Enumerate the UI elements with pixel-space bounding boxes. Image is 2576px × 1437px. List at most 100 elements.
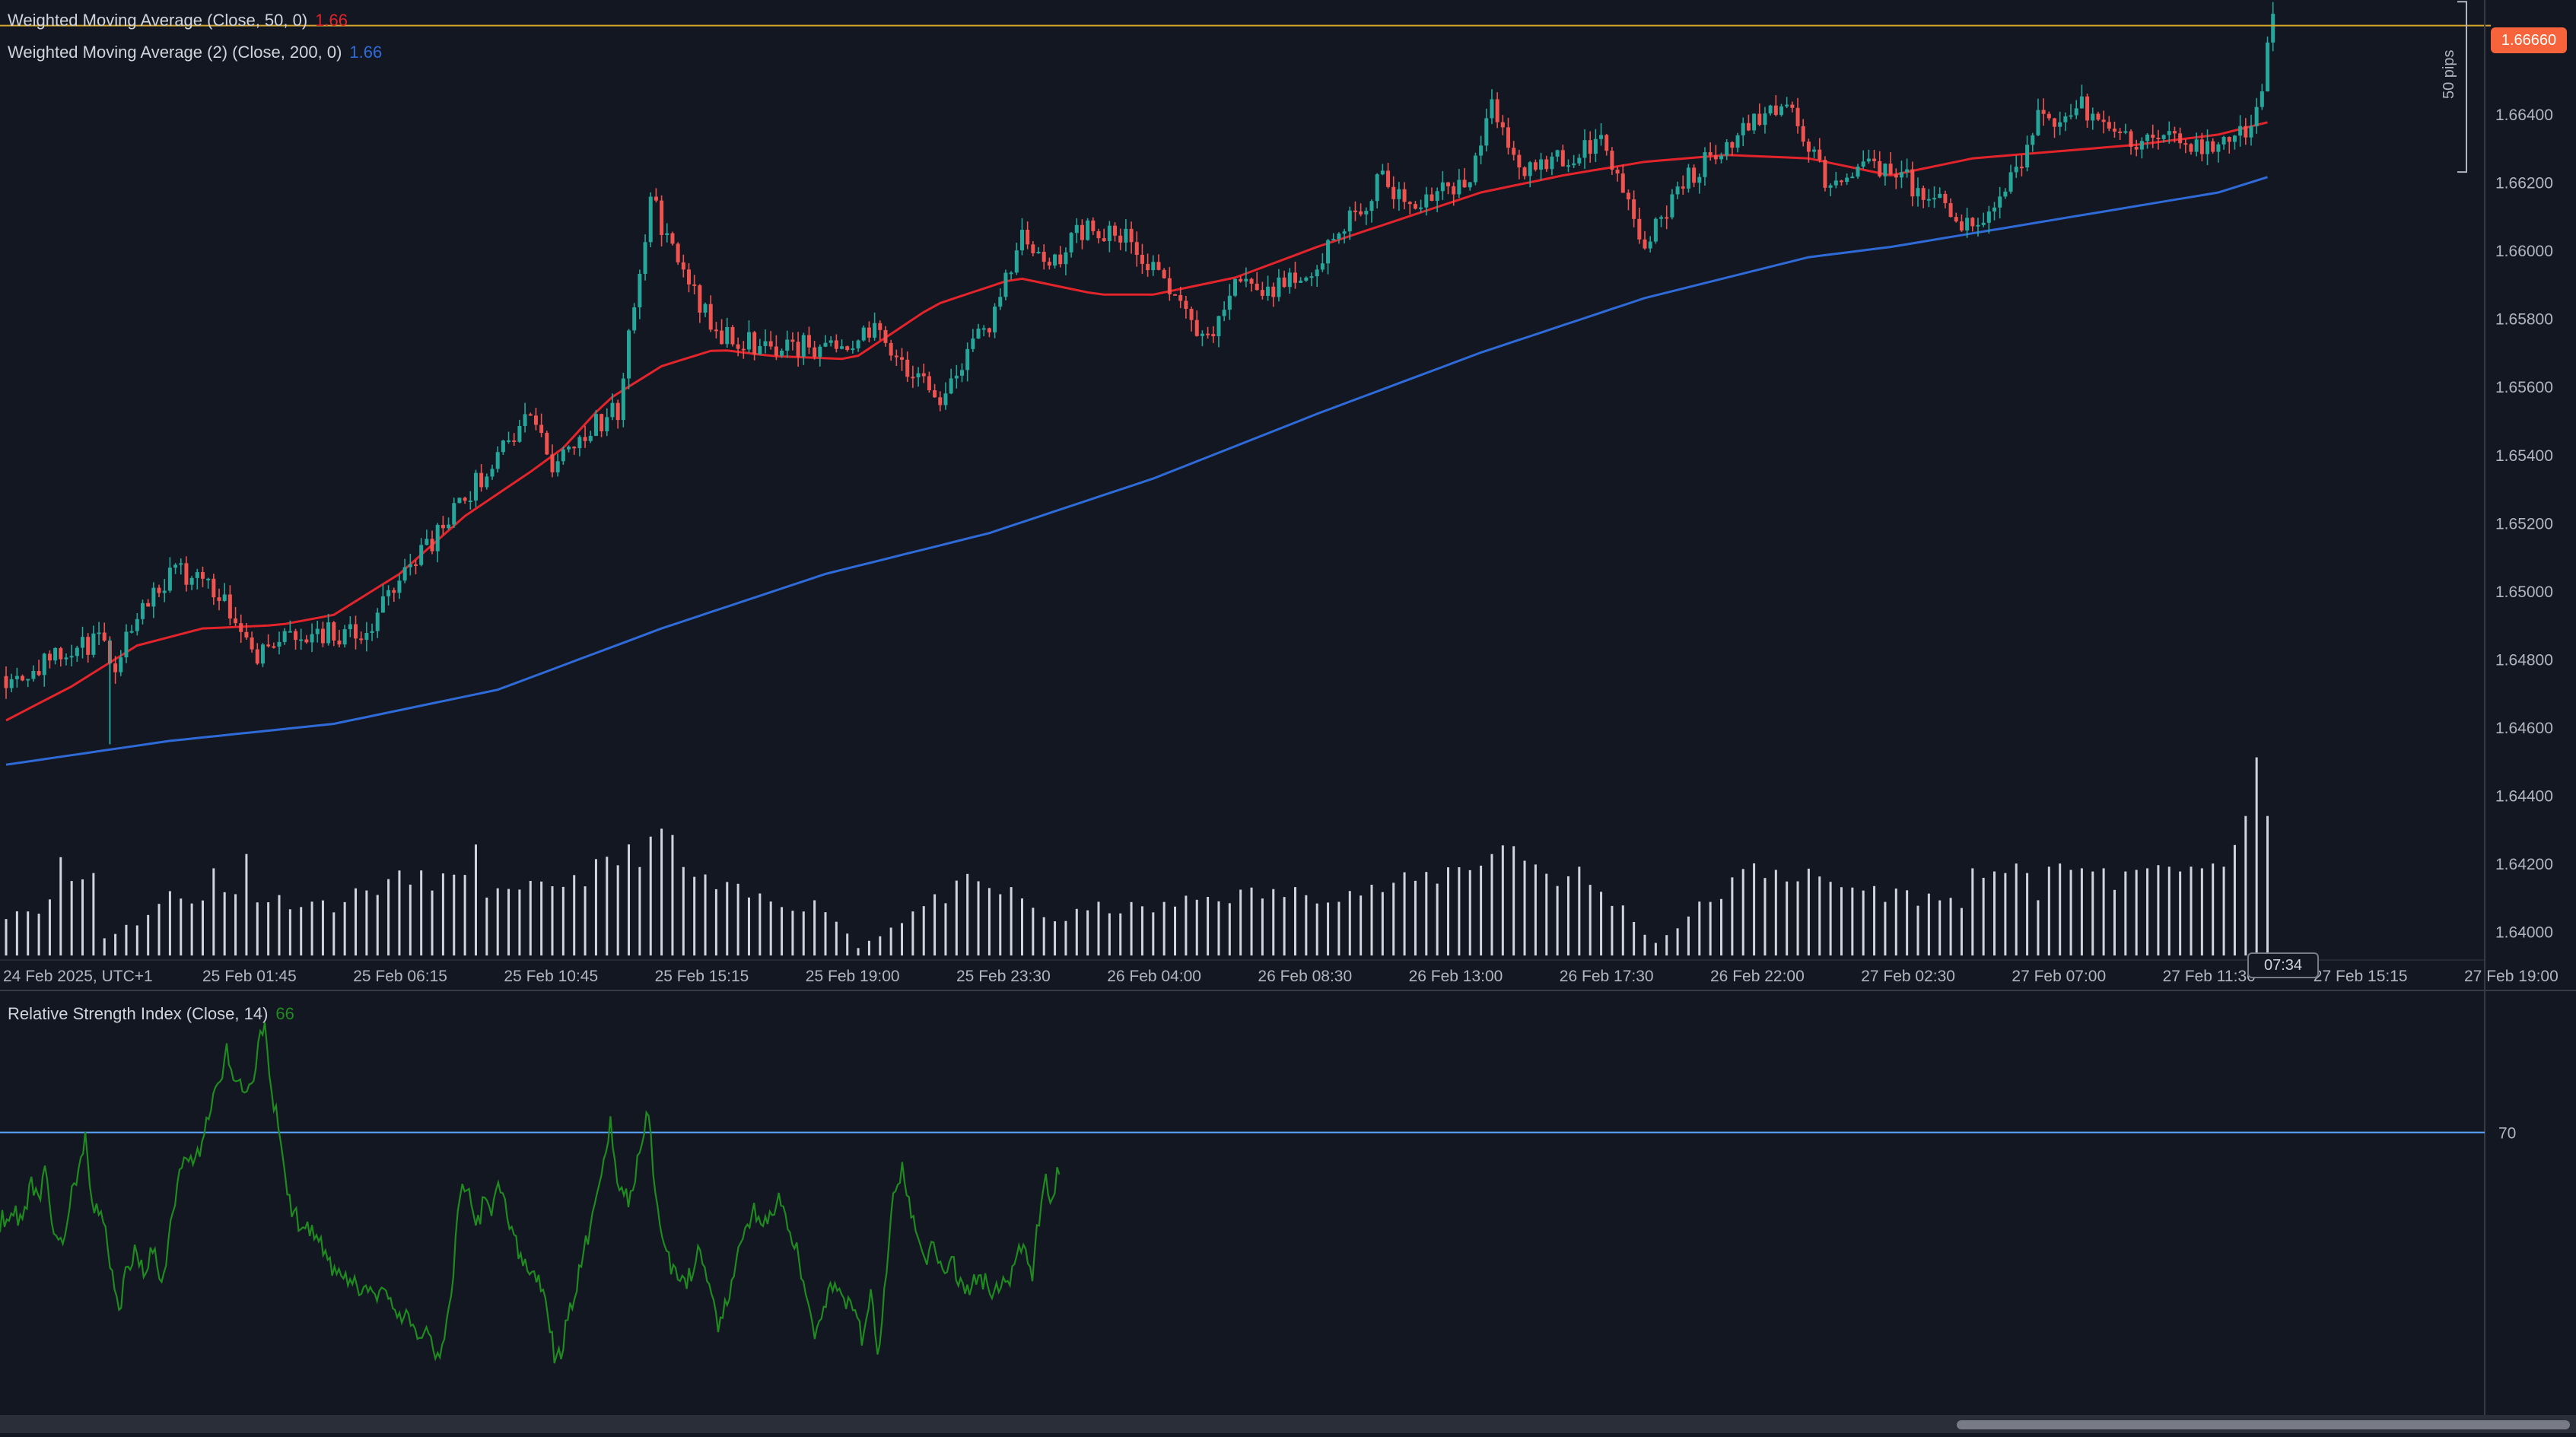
candle-body	[1653, 218, 1658, 242]
volume-bar	[212, 868, 215, 955]
candle-body	[714, 329, 718, 332]
candle-body	[1539, 159, 1544, 170]
candle-body	[1031, 244, 1035, 253]
candle-body	[725, 326, 730, 345]
candle-body	[1397, 189, 1401, 199]
volume-bar	[2200, 868, 2203, 955]
volume-bar	[955, 880, 958, 955]
candle-body	[654, 196, 658, 201]
volume-bar	[736, 883, 739, 955]
candle-body	[758, 345, 762, 354]
candle-body	[801, 335, 806, 357]
candle-body	[1566, 165, 1570, 167]
candle-body	[1239, 278, 1243, 281]
volume-bar	[693, 876, 696, 955]
volume-bar	[901, 923, 904, 955]
volume-bar	[168, 891, 171, 955]
candle-body	[2172, 131, 2177, 134]
time-tick-2: 25 Feb 06:15	[353, 968, 447, 985]
candle-body	[239, 623, 243, 632]
scrollbar-thumb[interactable]	[1957, 1420, 2570, 1429]
candle-body	[1795, 107, 1800, 126]
candle-body	[332, 622, 336, 641]
volume-bar	[1982, 877, 1985, 955]
time-tick-4: 25 Feb 15:15	[655, 968, 749, 985]
candle-body	[184, 563, 189, 585]
candle-body	[206, 578, 211, 580]
legend-wma200[interactable]: Weighted Moving Average (2) (Close, 200,…	[8, 43, 382, 62]
volume-bar	[606, 857, 609, 955]
candle-body	[1282, 277, 1286, 288]
candle-body	[1970, 218, 1975, 227]
volume-bar	[15, 911, 18, 955]
candle-body	[2074, 108, 2078, 116]
candle-body	[124, 631, 129, 658]
candle-body	[1943, 193, 1948, 204]
candle-body	[1260, 290, 1264, 296]
candle-body	[1773, 105, 1778, 116]
volume-bar	[1403, 872, 1406, 955]
candle-body	[1981, 222, 1986, 225]
volume-bar	[1174, 906, 1177, 955]
candle-body	[2134, 147, 2139, 150]
legend-wma50[interactable]: Weighted Moving Average (Close, 50, 0) 1.…	[8, 11, 348, 30]
time-tick-10: 26 Feb 17:30	[1560, 968, 1654, 985]
candle-body	[856, 340, 860, 348]
volume-bar	[2179, 871, 2182, 955]
volume-bar	[1741, 869, 1744, 955]
candle-body	[703, 304, 708, 313]
candle-body	[282, 631, 287, 642]
candle-body	[1326, 240, 1331, 264]
volume-bar	[1392, 882, 1395, 955]
candle-body	[408, 564, 412, 567]
candle-body	[1036, 252, 1041, 254]
price-tick-9: 1.64800	[2495, 651, 2553, 669]
candle-body	[698, 285, 702, 313]
candle-body	[828, 340, 833, 343]
candle-body	[397, 580, 402, 593]
volume-bar	[1687, 916, 1690, 955]
volume-bar	[1698, 901, 1701, 955]
volume-bar	[846, 933, 849, 955]
volume-bar	[496, 888, 499, 955]
candle-body	[234, 618, 238, 624]
candle-body	[921, 373, 926, 377]
volume-bar	[1774, 870, 1777, 955]
volume-bar	[1807, 868, 1810, 955]
price-tick-10: 1.64600	[2495, 720, 2553, 737]
candle-body	[993, 307, 997, 332]
candle-body	[1113, 225, 1118, 236]
volume-bar	[1566, 876, 1569, 955]
volume-bar	[343, 901, 346, 955]
volume-bar	[92, 873, 95, 955]
candle-body	[1271, 286, 1276, 297]
candle-body	[1402, 189, 1407, 202]
candle-body	[1102, 238, 1106, 241]
candle-body	[2063, 116, 2068, 122]
volume-bar	[234, 894, 237, 955]
candle-body	[1888, 164, 1893, 175]
volume-bar	[824, 912, 827, 955]
candle-body	[806, 335, 811, 348]
candle-body	[1938, 193, 1942, 199]
volume-bar	[714, 889, 717, 955]
candle-body	[1086, 220, 1090, 240]
candle-body	[2199, 139, 2204, 154]
candle-body	[720, 330, 724, 345]
volume-bar	[135, 925, 138, 955]
volume-bar	[922, 906, 925, 955]
candle-body	[1320, 263, 1325, 270]
volume-bar	[2037, 900, 2040, 955]
candle-body	[1162, 269, 1166, 278]
candle-body	[1626, 192, 1630, 200]
volume-bar	[1927, 893, 1930, 955]
candle-body	[2156, 138, 2161, 140]
candle-body	[1577, 157, 1582, 164]
volume-bar	[1185, 895, 1188, 955]
candle-body	[785, 339, 790, 351]
volume-bar	[1578, 866, 1581, 955]
volume-bar	[48, 899, 51, 955]
legend-rsi[interactable]: Relative Strength Index (Close, 14) 66	[8, 1004, 294, 1024]
